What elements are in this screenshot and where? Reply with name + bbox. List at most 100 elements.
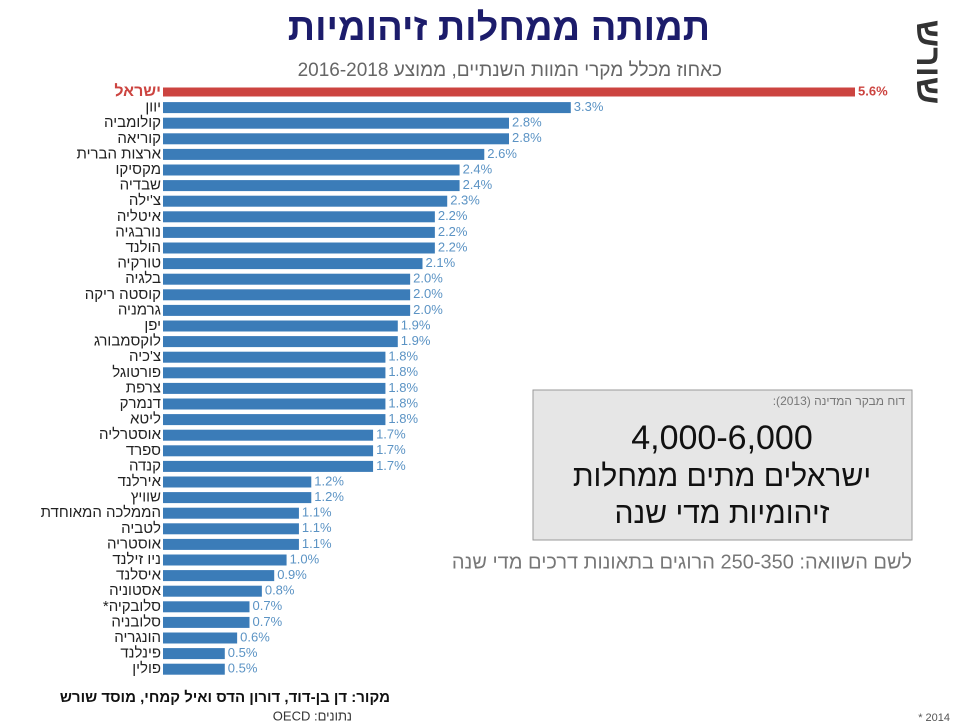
value-label: 1.8%	[388, 395, 418, 410]
category-label: פינלנד	[120, 645, 161, 662]
logo: שורש	[909, 20, 947, 105]
bar	[163, 273, 411, 285]
bar	[163, 351, 386, 363]
comparison-note: לשם השוואה: 250-350 הרוגים בתאונות דרכים…	[452, 551, 912, 573]
category-label: צ'כיה	[129, 348, 161, 365]
bar	[163, 523, 299, 535]
bar	[163, 616, 250, 628]
bar	[163, 570, 275, 582]
bar	[163, 180, 460, 192]
value-label: 1.9%	[401, 317, 431, 332]
category-label: גרמניה	[118, 301, 161, 318]
value-label: 1.1%	[302, 520, 332, 535]
bar	[163, 211, 435, 223]
category-label: בלגיה	[125, 270, 161, 287]
info-box	[532, 389, 913, 541]
value-label: 0.9%	[277, 567, 307, 582]
bar	[163, 398, 386, 410]
bar	[163, 414, 386, 426]
data-source-note: נתונים: OECD	[273, 708, 352, 723]
value-label: 2.6%	[487, 146, 517, 161]
value-label: 1.9%	[401, 333, 431, 348]
value-label: 1.7%	[376, 458, 406, 473]
category-label: הולנד	[125, 239, 161, 256]
category-label: אוסטרליה	[99, 426, 162, 443]
bar	[163, 242, 435, 254]
category-label: ארצות הברית	[77, 145, 162, 162]
box-number: 4,000-6,000	[631, 419, 813, 457]
value-label: 1.8%	[388, 411, 418, 426]
bar	[163, 336, 398, 348]
category-label: אוסטריה	[107, 535, 162, 552]
value-label: 0.6%	[240, 629, 270, 644]
bar	[163, 632, 238, 644]
bar	[163, 476, 312, 488]
bar	[163, 648, 225, 660]
category-label: סלובקיה*	[103, 598, 161, 615]
bar	[163, 258, 423, 270]
value-label: 0.7%	[253, 614, 283, 629]
bar	[163, 445, 374, 457]
value-label: 2.1%	[426, 255, 456, 270]
category-label: טורקיה	[117, 255, 161, 272]
value-label: 0.5%	[228, 661, 258, 676]
value-label: 1.8%	[388, 349, 418, 364]
category-label: צרפת	[126, 379, 161, 396]
chart-title: תמותה ממחלות זיהומיות	[288, 7, 710, 49]
value-label: 0.7%	[253, 598, 283, 613]
category-label: קנדה	[129, 457, 161, 474]
bar	[163, 460, 374, 472]
category-label: קולומביה	[104, 114, 161, 131]
bar	[163, 195, 448, 207]
value-label: 1.1%	[302, 505, 332, 520]
value-label: 0.8%	[265, 583, 295, 598]
bar	[163, 538, 299, 550]
category-label: ישראל	[114, 82, 161, 100]
value-label: 2.3%	[450, 193, 480, 208]
value-label: 2.8%	[512, 130, 542, 145]
bar	[163, 492, 312, 504]
category-label: סלובניה	[111, 613, 161, 630]
bar	[163, 663, 225, 675]
bar	[163, 320, 398, 332]
bar	[163, 429, 374, 441]
bar	[163, 304, 411, 316]
value-label: 1.8%	[388, 380, 418, 395]
category-label: פורטוגל	[112, 364, 161, 381]
bar	[163, 226, 435, 238]
value-label: 0.5%	[228, 645, 258, 660]
bar	[163, 601, 250, 613]
value-label: 2.2%	[438, 224, 468, 239]
chart-subtitle: כאחוז מכלל מקרי המוות השנתיים, ממוצע 201…	[298, 60, 722, 81]
value-label: 2.4%	[463, 177, 493, 192]
category-label: ליטא	[130, 411, 161, 428]
box-line: זיהומיות מדי שנה	[615, 497, 830, 530]
bar	[163, 554, 287, 566]
bar	[163, 507, 299, 519]
value-label: 1.2%	[314, 489, 344, 504]
category-label: מקסיקו	[116, 161, 161, 178]
box-source: דוח מבקר המדינה (2013):	[773, 394, 906, 408]
bar	[163, 117, 509, 129]
value-label: 2.2%	[438, 239, 468, 254]
category-label: לטביה	[121, 520, 161, 537]
bar	[163, 289, 411, 301]
bar	[163, 382, 386, 394]
category-label: קוריאה	[117, 130, 161, 147]
category-label: שוויץ	[131, 489, 161, 506]
category-label: צ'ילה	[129, 192, 161, 209]
category-label: קוסטה ריקה	[85, 286, 161, 303]
bar	[163, 164, 460, 176]
bar	[163, 148, 485, 160]
category-label: איטליה	[117, 208, 162, 225]
value-label: 2.0%	[413, 286, 443, 301]
category-label: הונגריה	[114, 629, 161, 646]
category-label: אסטוניה	[109, 582, 161, 599]
category-label: אירלנד	[118, 473, 162, 490]
value-label: 1.2%	[314, 473, 344, 488]
category-label: דנמרק	[120, 395, 161, 412]
value-label: 1.7%	[376, 442, 406, 457]
source-note: מקור: דן בן-דוד, דורון הדס ואיל קמחי, מו…	[60, 689, 390, 706]
